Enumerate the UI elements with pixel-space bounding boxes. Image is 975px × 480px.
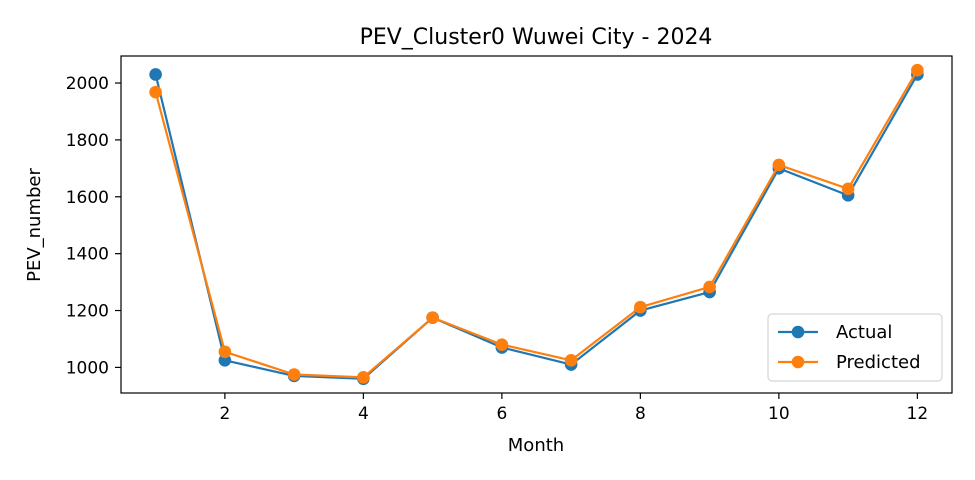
legend-marker-actual [791,325,805,339]
data-point-predicted [218,345,232,359]
legend-marker-predicted [791,355,805,369]
plot-frame [120,55,953,394]
data-point-predicted [703,280,716,294]
x-tick-label: 8 [635,404,646,424]
y-tick-label: 2000 [66,74,109,94]
data-point-predicted [357,371,370,384]
x-tick-label: 2 [219,404,230,424]
data-point-predicted [287,368,301,381]
y-axis-label: PEV_number [24,168,45,282]
data-point-predicted [495,338,509,351]
x-tick-label: 12 [907,404,929,424]
data-point-predicted [426,311,439,324]
x-tick-label: 10 [768,404,790,424]
data-point-predicted [564,353,578,367]
data-point-actual [149,68,162,81]
chart-title: PEV_Cluster0 Wuwei City - 2024 [360,25,713,50]
y-tick-label: 1400 [66,245,109,265]
data-point-predicted [634,300,647,314]
data-point-predicted [772,158,786,172]
legend-label-actual: Actual [836,322,892,343]
legend: Actual Predicted [767,313,943,382]
series-line-predicted [154,69,919,379]
y-tick-label: 1600 [66,188,109,208]
x-axis-label: Month [508,435,564,456]
data-point-predicted [911,63,924,77]
series-line-actual [154,73,919,380]
y-tick-label: 1000 [66,358,109,378]
x-tick-label: 6 [496,404,507,424]
legend-label-predicted: Predicted [836,352,921,373]
data-point-predicted [149,85,162,99]
y-tick-label: 1800 [66,131,109,151]
legend-box [767,313,943,382]
data-point-predicted [841,182,855,196]
plot-area [149,63,924,386]
axes: 2 4 6 8 10 12 1000 1200 1400 1600 1800 2000 [66,74,928,424]
y-tick-label: 1200 [66,302,109,322]
x-tick-label: 4 [358,404,369,424]
